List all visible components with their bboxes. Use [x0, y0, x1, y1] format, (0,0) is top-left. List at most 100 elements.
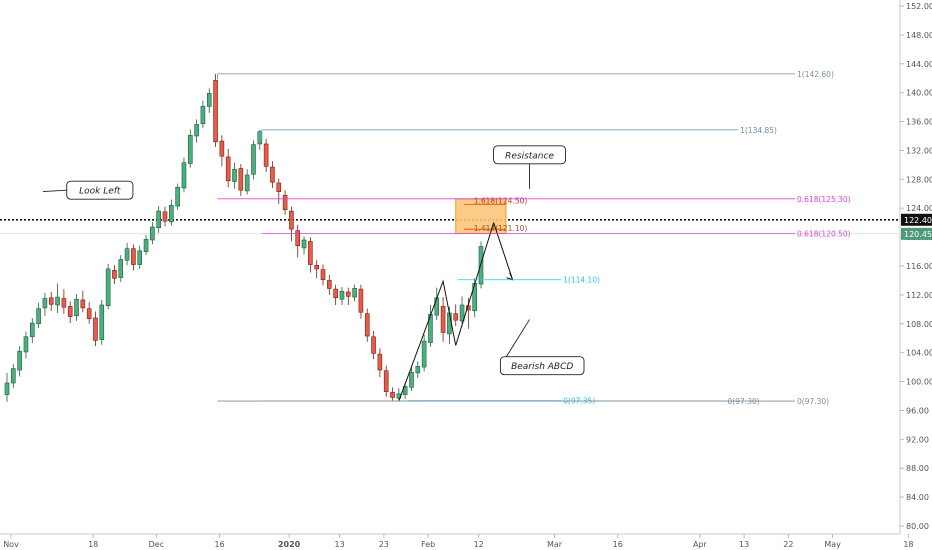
price-axis: 80.00 84.00 88.00 92.00 96.00 100.00 104.00 108… [899, 0, 932, 534]
candle-body [371, 336, 376, 354]
candle-body [74, 298, 79, 317]
candle-body [23, 336, 29, 353]
y-tick-label: 140.00 [906, 89, 932, 98]
y-tick-label: 152.00 [906, 2, 932, 11]
candle-body [55, 296, 60, 306]
resistance-zone: 1.618(124.50) 1.414(121.10) [455, 197, 528, 234]
candle-body [251, 144, 256, 175]
y-tick-label: 84.00 [906, 493, 929, 502]
candle-body [80, 299, 86, 309]
candle-body [118, 259, 124, 278]
candle-body [333, 288, 338, 299]
candle-body [257, 131, 263, 145]
y-tick-label: 144.00 [906, 60, 932, 69]
candle-body [270, 166, 275, 183]
candle-body [219, 140, 225, 157]
y-tick-label: 148.00 [906, 31, 932, 40]
candle-body [143, 238, 149, 252]
x-tick-label: Feb [421, 540, 435, 549]
candle-body [48, 297, 54, 305]
y-tick-label: 136.00 [906, 118, 932, 127]
candle-body [150, 226, 155, 241]
candle-body [434, 297, 440, 316]
x-tick-label: Apr [693, 540, 708, 549]
x-tick-label: 2020 [278, 540, 301, 549]
callout-box: Resistance [493, 145, 567, 189]
candle-body [156, 210, 161, 229]
candle-body [225, 156, 231, 182]
x-tick-label: 18 [88, 540, 98, 549]
candle-body [124, 248, 130, 261]
candle-body [320, 269, 326, 281]
candle-body [358, 288, 364, 313]
candle-body [29, 322, 35, 338]
candle-body [415, 366, 421, 374]
price-tag-label: 122.40 [904, 216, 932, 225]
candle-body [352, 288, 357, 298]
y-tick-label: 124.00 [906, 204, 932, 213]
candle-body [244, 174, 250, 192]
candle-body [327, 280, 332, 289]
candle-body [364, 313, 370, 337]
candle-body [93, 317, 98, 341]
candle-body [86, 308, 92, 320]
callout-text: Look Left [79, 187, 121, 197]
level-label: 0.618(125.30) [797, 195, 851, 204]
y-tick-label: 88.00 [906, 464, 929, 473]
candle-body [440, 306, 446, 333]
y-tick-label: 128.00 [906, 175, 932, 184]
x-tick-label: 13 [739, 540, 749, 549]
y-tick-label: 108.00 [906, 320, 932, 329]
candle-body [11, 368, 16, 384]
candle-body [194, 124, 199, 137]
y-tick-label: 96.00 [906, 406, 929, 415]
y-tick-label: 104.00 [906, 349, 932, 358]
fib-1618-label: 1.618(124.50) [474, 197, 528, 206]
y-tick-label: 112.00 [906, 291, 932, 300]
candle-body [390, 392, 395, 398]
candle-body [36, 308, 41, 325]
x-tick-label: 18 [903, 540, 913, 549]
level-label: 0.618(120.50) [797, 230, 851, 239]
candle-body [99, 304, 105, 340]
x-tick-label: May [824, 540, 841, 549]
callout-pointer [506, 319, 530, 357]
candle-body [238, 168, 244, 191]
candle-body [206, 93, 212, 107]
callouts: Look Left Resistance Bearish ABCD [42, 145, 585, 376]
candle-body [263, 143, 269, 167]
candle-body [377, 353, 383, 371]
callout-box: Bearish ABCD [499, 319, 585, 376]
candle-body [42, 298, 48, 309]
candle-body [314, 264, 319, 270]
candle-body [308, 241, 313, 265]
x-tick-label: 16 [214, 540, 224, 549]
candle-body [409, 371, 414, 388]
candle-body [131, 248, 136, 265]
candle-body [213, 80, 218, 143]
y-tick-label: 132.00 [906, 146, 932, 155]
y-tick-label: 100.00 [906, 378, 932, 387]
candle-body [61, 298, 67, 308]
candle-body [421, 340, 427, 368]
candle-body [295, 230, 301, 247]
candle-body [175, 186, 180, 207]
y-tick-label: 116.00 [906, 262, 932, 271]
abcd-line [398, 222, 495, 402]
callout-pointer [42, 189, 67, 193]
fib-1414-label: 1.414(121.10) [474, 224, 528, 233]
y-tick-label: 92.00 [906, 435, 929, 444]
level-label: 0(97.30) [797, 397, 829, 406]
candles [4, 73, 484, 402]
candle-body [282, 194, 288, 210]
candle-body [459, 304, 465, 322]
candle-body [181, 162, 187, 189]
candle-body [447, 312, 452, 335]
candle-body [187, 134, 193, 164]
callout-text: Bearish ABCD [511, 362, 573, 372]
projection-arrow [493, 222, 514, 280]
candle-body [453, 313, 459, 321]
level-label: 1(142.60) [797, 70, 834, 79]
candle-body [339, 290, 345, 300]
